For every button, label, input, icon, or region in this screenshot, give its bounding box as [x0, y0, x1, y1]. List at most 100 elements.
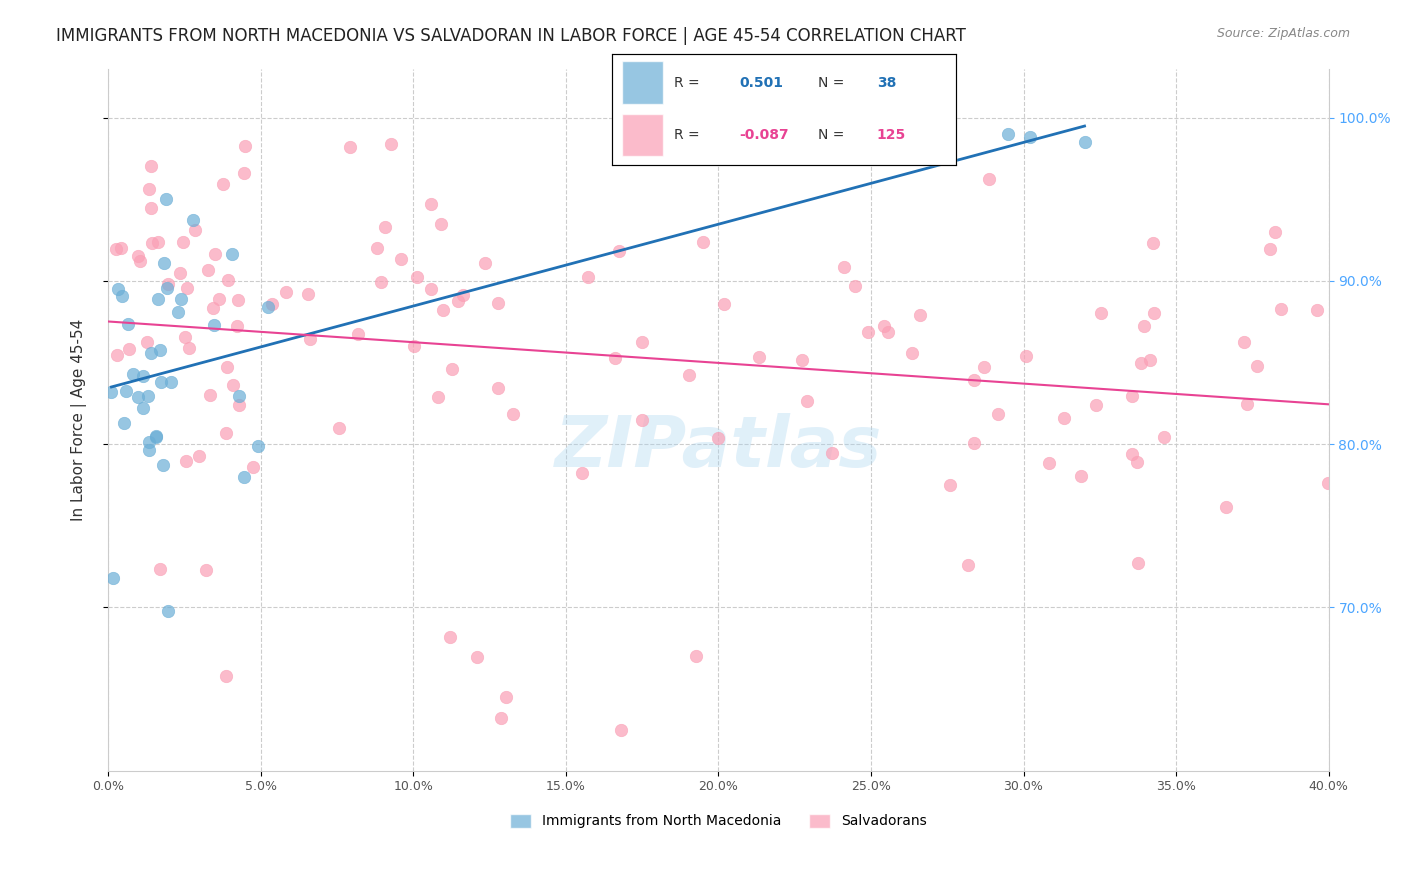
Point: [900, 345, 922, 359]
Point: [105, 348, 128, 362]
Point: [152, 458, 174, 473]
Point: [1133, 318, 1156, 333]
Point: [339, 140, 361, 154]
Text: IMMIGRANTS FROM NORTH MACEDONIA VS SALVADORAN IN LABOR FORCE | AGE 45-54 CORRELA: IMMIGRANTS FROM NORTH MACEDONIA VS SALVA…: [56, 27, 966, 45]
Point: [856, 325, 879, 339]
Point: [217, 273, 239, 287]
Point: [138, 182, 160, 196]
Point: [139, 201, 162, 215]
Point: [225, 318, 247, 333]
Point: [748, 350, 770, 364]
Point: [155, 192, 177, 206]
Point: [486, 295, 509, 310]
Point: [1306, 303, 1329, 318]
Point: [1264, 225, 1286, 239]
Y-axis label: In Labor Force | Age 45-54: In Labor Force | Age 45-54: [72, 318, 87, 521]
Point: [630, 413, 652, 427]
Point: [402, 339, 425, 353]
Point: [1139, 352, 1161, 367]
Point: [194, 563, 217, 577]
Point: [100, 384, 122, 399]
Point: [977, 172, 1000, 186]
Point: [156, 280, 179, 294]
Point: [956, 558, 979, 573]
Point: [141, 159, 163, 173]
Point: [380, 137, 402, 152]
Point: [228, 398, 250, 412]
Point: [215, 360, 238, 375]
Point: [609, 244, 631, 259]
Point: [389, 252, 412, 267]
Point: [1130, 356, 1153, 370]
Point: [132, 401, 155, 415]
Text: 0.501: 0.501: [740, 76, 783, 89]
Point: [188, 449, 211, 463]
Point: [374, 219, 396, 234]
Point: [987, 408, 1010, 422]
Point: [419, 282, 441, 296]
Point: [107, 282, 129, 296]
Point: [465, 650, 488, 665]
Point: [222, 378, 245, 392]
Point: [145, 428, 167, 442]
Point: [419, 196, 441, 211]
Point: [145, 429, 167, 443]
Point: [1015, 349, 1038, 363]
Point: [1316, 476, 1339, 491]
Point: [1215, 500, 1237, 514]
Point: [170, 292, 193, 306]
Point: [215, 426, 238, 441]
Point: [1258, 242, 1281, 256]
Text: 38: 38: [877, 76, 896, 89]
Point: [221, 247, 243, 261]
Point: [181, 212, 204, 227]
Point: [678, 368, 700, 383]
Point: [1246, 359, 1268, 374]
Point: [298, 332, 321, 346]
Point: [495, 690, 517, 705]
Point: [139, 346, 162, 360]
Point: [150, 376, 173, 390]
Point: [121, 368, 143, 382]
Point: [201, 301, 224, 315]
Point: [135, 334, 157, 349]
Point: [832, 260, 855, 275]
Point: [489, 711, 512, 725]
Point: [1236, 397, 1258, 411]
Point: [101, 571, 124, 585]
Point: [430, 217, 453, 231]
Point: [370, 275, 392, 289]
Point: [212, 177, 235, 191]
Point: [204, 246, 226, 260]
Point: [873, 319, 896, 334]
Point: [226, 293, 249, 307]
Legend: Immigrants from North Macedonia, Salvadorans: Immigrants from North Macedonia, Salvado…: [505, 808, 932, 834]
Point: [146, 235, 169, 249]
Point: [114, 384, 136, 399]
Text: N =: N =: [818, 76, 845, 89]
Point: [129, 254, 152, 268]
Point: [242, 460, 264, 475]
Point: [844, 279, 866, 293]
Point: [235, 138, 257, 153]
Point: [474, 256, 496, 270]
Point: [169, 267, 191, 281]
Point: [110, 289, 132, 303]
Point: [207, 292, 229, 306]
Point: [138, 435, 160, 450]
Point: [156, 277, 179, 292]
Point: [571, 466, 593, 480]
Point: [167, 305, 190, 319]
Point: [630, 334, 652, 349]
Point: [177, 341, 200, 355]
Point: [297, 287, 319, 301]
Point: [1038, 456, 1060, 470]
Point: [790, 352, 813, 367]
Point: [202, 318, 225, 333]
Point: [153, 256, 176, 270]
Point: [256, 300, 278, 314]
Point: [184, 223, 207, 237]
Point: [149, 343, 172, 358]
Point: [1018, 130, 1040, 145]
Point: [1073, 135, 1095, 149]
